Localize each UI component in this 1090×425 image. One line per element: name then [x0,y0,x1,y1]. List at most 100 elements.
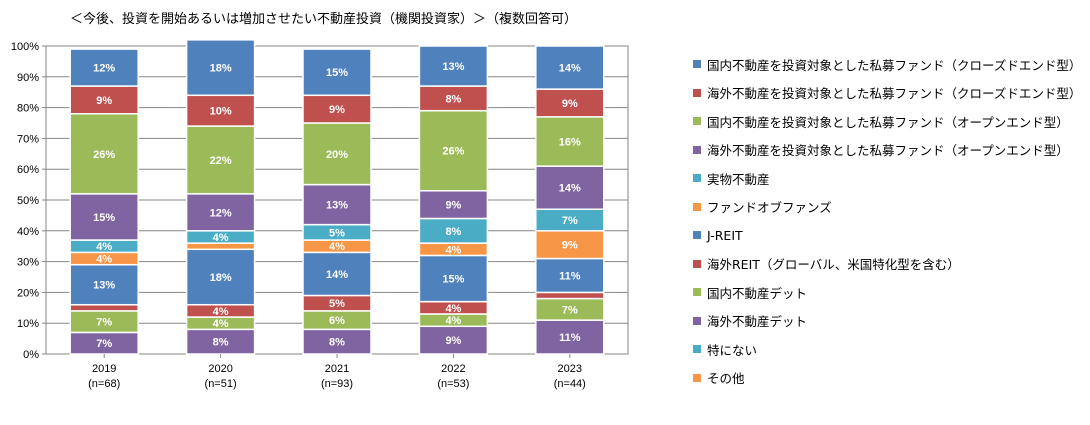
x-tick-label: 2021 [325,363,349,375]
legend-label: 特にない [707,342,758,358]
y-tick-label: 40% [17,226,39,238]
data-label: 13% [326,200,348,212]
bar-segment [302,122,372,186]
data-label: 9% [562,98,578,110]
bar-segment [535,291,605,300]
bar-segment [535,45,605,90]
data-label: 14% [559,63,581,75]
data-label: 11% [559,270,581,282]
data-label: 4% [213,318,229,330]
data-label: 14% [326,269,348,281]
bar-segment [185,94,256,127]
sample-size-label: (n=93) [321,378,353,390]
bar-segment [418,109,489,192]
legend-label: 海外不動産を投資対象とした私募ファンド（クローズドエンド型） [707,86,1082,102]
x-tick-label: 2020 [208,363,232,375]
legend-label: 海外REIT（グローバル、米国特化型を含む） [707,257,960,273]
legend-swatch [693,373,701,382]
legend-label: 国内不動産デット [707,285,808,301]
data-label: 7% [96,338,112,350]
bar-segment [418,85,489,112]
legend-item: 国内不動産デット [693,278,1088,307]
data-label: 11% [559,332,581,344]
data-label: 4% [329,241,345,253]
legend-item: 国内不動産を投資対象とした私募ファンド（クローズドエンド型） [693,50,1088,79]
data-label: 7% [562,304,578,316]
legend-label: 海外不動産デット [707,314,808,330]
x-tick-label: 2019 [92,363,116,375]
bar-segment [69,263,139,306]
x-tick-label: 2022 [441,363,465,375]
data-label: 22% [210,155,232,167]
bar-segment [69,48,139,87]
data-label: 26% [93,149,115,161]
y-tick-label: 50% [17,195,39,207]
data-label: 4% [445,315,461,327]
bar-segment [418,45,489,87]
sample-size-label: (n=44) [554,378,586,390]
data-label: 16% [559,136,581,148]
bar-segment [185,193,256,232]
legend-swatch [693,259,701,268]
data-label: 15% [326,67,348,79]
x-tick-label: 2023 [558,363,582,375]
data-label: 5% [329,227,345,239]
data-label: 9% [562,240,578,252]
bar-segment [69,193,139,241]
data-label: 4% [96,254,112,266]
legend-item: その他 [693,364,1088,393]
bar-segment [185,39,256,97]
bar-segment [535,116,605,167]
legend-swatch [693,345,701,354]
y-tick-label: 60% [17,164,39,176]
bar-segment [535,230,605,260]
data-label: 4% [445,244,461,256]
data-label: 7% [562,215,578,227]
data-label: 13% [93,280,115,292]
data-label: 18% [210,272,232,284]
legend-swatch [693,60,701,69]
y-tick-label: 80% [17,103,39,115]
bar-segment [418,254,489,303]
legend-item: 海外不動産を投資対象とした私募ファンド（オープンエンド型） [693,136,1088,165]
bar-segment [69,85,139,115]
bar-segment [535,257,605,294]
sample-size-label: (n=53) [437,378,469,390]
chart-legend: 国内不動産を投資対象とした私募ファンド（クローズドエンド型） 海外不動産を投資対象… [693,50,1088,392]
legend-swatch [693,145,701,154]
data-label: 13% [442,61,464,73]
sample-size-label: (n=68) [88,378,120,390]
legend-item: 特にない [693,335,1088,364]
data-label: 9% [329,104,345,116]
data-label: 12% [210,207,232,219]
legend-item: ファンドオブファンズ [693,193,1088,222]
chart-title: ＜今後、投資を開始あるいは増加させたい不動産投資（機関投資家）＞（複数回答可） [70,12,578,27]
legend-item: 海外不動産を投資対象とした私募ファンド（クローズドエンド型） [693,79,1088,108]
data-label: 8% [445,226,461,238]
data-label: 4% [213,306,229,318]
sample-size-label: (n=51) [205,378,237,390]
legend-item: 国内不動産を投資対象とした私募ファンド（オープンエンド型） [693,107,1088,136]
legend-label: J-REIT [707,227,743,243]
bar-segment [302,94,372,124]
legend-swatch [693,316,701,325]
legend-item: 海外REIT（グローバル、米国特化型を含む） [693,250,1088,279]
bar-segment [69,303,139,312]
data-label: 10% [210,106,232,118]
legend-swatch [693,202,701,211]
data-label: 12% [93,63,115,75]
bar-segment [185,242,256,251]
legend-swatch [693,288,701,297]
bar-segment [418,217,489,244]
y-tick-label: 100% [11,41,39,53]
bar-segment [302,48,372,97]
legend-swatch [693,231,701,240]
data-label: 7% [96,317,112,329]
bar-segment [185,125,256,195]
legend-label: 国内不動産を投資対象とした私募ファンド（オープンエンド型） [707,114,1069,130]
legend-swatch [693,174,701,183]
y-tick-label: 20% [17,287,39,299]
data-label: 18% [210,63,232,75]
legend-label: その他 [707,371,745,387]
data-label: 15% [93,212,115,224]
